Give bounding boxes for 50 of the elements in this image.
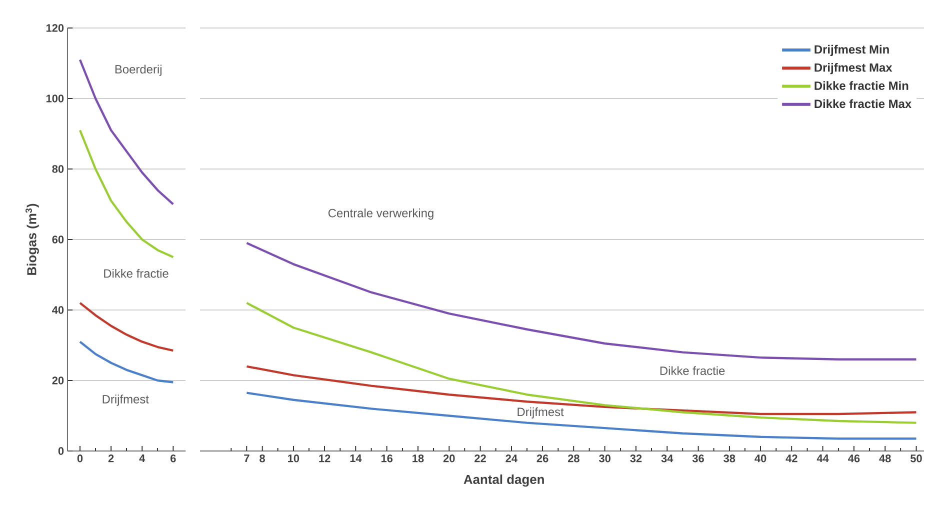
annotation: Boerderij	[115, 64, 162, 76]
line-series	[78, 340, 174, 384]
x-tick-label: 12	[319, 454, 330, 462]
x-axis-title: Aantal dagen	[464, 474, 544, 487]
x-tick-label: 24	[506, 454, 518, 462]
line-series	[78, 302, 174, 352]
x-tick-label: 2	[108, 454, 114, 462]
y-tick-label: 20	[52, 376, 64, 384]
x-tick-label: 14	[350, 454, 362, 462]
x-tick-label: 28	[568, 454, 580, 462]
x-tick-label: 40	[754, 454, 766, 462]
x-tick-label: 7	[244, 454, 250, 462]
x-tick-label: 34	[661, 454, 674, 462]
x-tick-label: 42	[786, 454, 798, 462]
x-tick-label: 48	[879, 454, 891, 462]
x-tick-label: 22	[474, 454, 486, 462]
x-tick-label: 10	[288, 454, 300, 462]
y-tick-label: 80	[52, 165, 64, 173]
x-tick-label: 38	[724, 454, 736, 462]
x-tick-label: 4	[139, 454, 146, 462]
x-tick-label: 30	[598, 454, 610, 462]
legend-label: Drijfmest Max	[814, 63, 892, 74]
x-tick-label: 8	[260, 454, 265, 462]
x-tick-label: 16	[381, 454, 393, 462]
y-tick-label: 40	[52, 306, 64, 314]
x-tick-label: 50	[910, 454, 922, 462]
annotation: Drijfmest	[518, 407, 564, 419]
x-tick-label: 6	[170, 454, 176, 462]
x-tick-label: 36	[692, 454, 704, 462]
y-tick-label: 60	[52, 236, 64, 244]
annotation: Dikke fractie	[104, 268, 168, 278]
y-tick-label: 100	[46, 94, 64, 102]
x-tick-label: 18	[412, 454, 424, 462]
annotation: Dikke fractie	[660, 366, 725, 376]
y-axis-title: Biogas (m$^{3}$)	[26, 204, 39, 275]
x-tick-label: 20	[443, 454, 455, 462]
y-tick-label: 120	[46, 24, 64, 32]
legend-label: Drijfmest Min	[814, 44, 889, 56]
x-tick-label: 26	[536, 454, 548, 462]
annotation: Drijfmest	[102, 394, 149, 406]
legend-label: Dikke fractie Max	[814, 99, 912, 108]
y-tick-label: 0	[58, 447, 64, 455]
line-series	[78, 58, 174, 206]
x-tick-label: 44	[816, 454, 829, 462]
x-tick-label: 0	[77, 454, 83, 462]
line-series	[78, 129, 174, 258]
x-tick-label: 46	[848, 454, 860, 462]
annotation: Centrale verwerking	[328, 208, 434, 220]
x-tick-label: 32	[630, 454, 642, 462]
legend-label: Dikke fractie Min	[814, 81, 908, 90]
